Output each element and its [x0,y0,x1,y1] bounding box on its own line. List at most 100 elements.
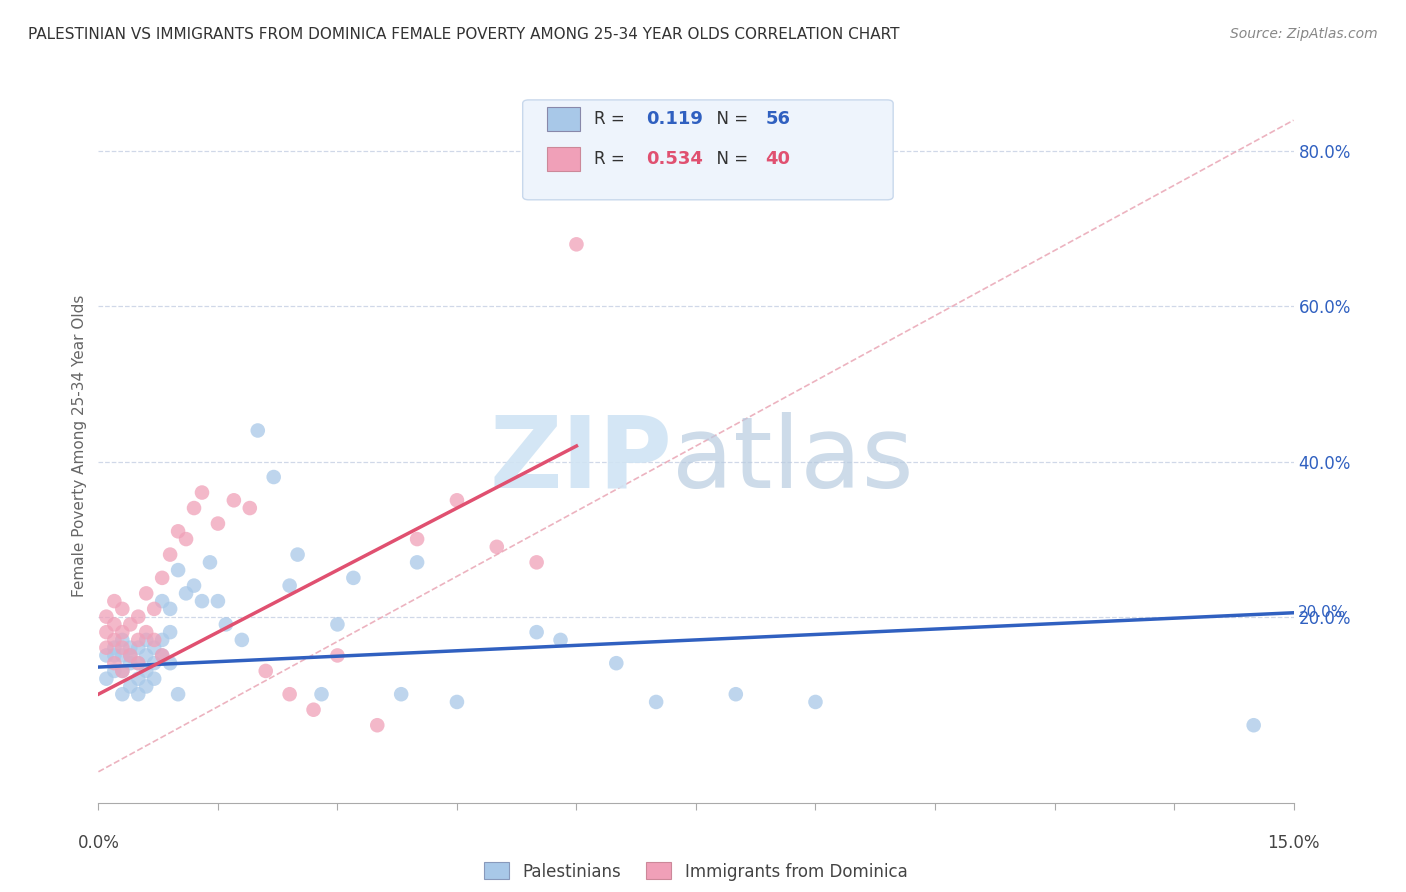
Point [167,524,190,539]
Text: N =: N = [706,110,752,128]
Text: 0.119: 0.119 [645,110,703,128]
Point [150,571,173,585]
Text: 40: 40 [765,150,790,169]
Point [287,548,309,562]
Point [135,664,157,678]
Point [526,555,548,569]
Point [96,672,118,686]
Point [446,695,468,709]
FancyBboxPatch shape [547,147,581,171]
Point [207,594,229,608]
Text: R =: R = [595,110,636,128]
Point [103,664,125,678]
Y-axis label: Female Poverty Among 25-34 Year Olds: Female Poverty Among 25-34 Year Olds [72,295,87,597]
Point [278,687,301,701]
Point [605,656,627,670]
Point [389,687,412,701]
Point [135,625,157,640]
Point [167,687,190,701]
Point [96,609,118,624]
Point [143,672,166,686]
Point [135,648,157,663]
Point [103,617,125,632]
Point [111,625,134,640]
Point [150,632,173,647]
Text: 20.0%: 20.0% [1298,606,1346,620]
Point [120,640,142,655]
Point [263,470,285,484]
Point [127,609,149,624]
Point [207,516,229,531]
Point [150,648,173,663]
Text: 15.0%: 15.0% [1267,834,1320,852]
Point [191,485,214,500]
Point [103,632,125,647]
Point [645,695,668,709]
Point [96,625,118,640]
Point [1243,718,1265,732]
Point [135,586,157,600]
Point [804,695,827,709]
Point [406,532,429,546]
Point [326,648,349,663]
Text: N =: N = [706,150,752,169]
Point [565,237,588,252]
Text: 0.534: 0.534 [645,150,703,169]
Point [127,640,149,655]
Point [191,594,214,608]
Point [174,586,197,600]
Point [111,602,134,616]
Point [143,640,166,655]
Text: atlas: atlas [672,412,914,508]
Point [150,594,173,608]
Point [222,493,245,508]
Point [183,579,205,593]
Point [311,687,333,701]
Point [159,656,181,670]
Point [446,493,468,508]
Point [143,656,166,670]
Point [167,563,190,577]
Point [246,424,269,438]
Point [127,656,149,670]
Legend: Palestinians, Immigrants from Dominica: Palestinians, Immigrants from Dominica [478,855,914,888]
Point [96,640,118,655]
Point [103,640,125,655]
Point [96,648,118,663]
Point [326,617,349,632]
Point [120,648,142,663]
FancyBboxPatch shape [547,107,581,130]
Point [120,680,142,694]
Point [485,540,508,554]
Point [406,555,429,569]
Point [103,656,125,670]
Point [103,648,125,663]
Point [150,648,173,663]
Point [302,703,325,717]
Point [278,579,301,593]
Point [174,532,197,546]
Point [127,656,149,670]
Point [526,625,548,640]
Point [111,640,134,655]
Point [231,632,253,647]
Point [135,680,157,694]
Text: R =: R = [595,150,630,169]
Point [198,555,221,569]
Point [127,687,149,701]
Point [111,687,134,701]
Point [135,632,157,647]
Text: 0.0%: 0.0% [77,834,120,852]
Point [550,632,572,647]
Text: PALESTINIAN VS IMMIGRANTS FROM DOMINICA FEMALE POVERTY AMONG 25-34 YEAR OLDS COR: PALESTINIAN VS IMMIGRANTS FROM DOMINICA … [28,27,900,42]
Point [120,617,142,632]
Point [120,648,142,663]
Point [239,501,262,516]
Text: 56: 56 [765,110,790,128]
Point [183,501,205,516]
Point [159,602,181,616]
Point [724,687,747,701]
Point [143,602,166,616]
Point [111,664,134,678]
Point [111,664,134,678]
